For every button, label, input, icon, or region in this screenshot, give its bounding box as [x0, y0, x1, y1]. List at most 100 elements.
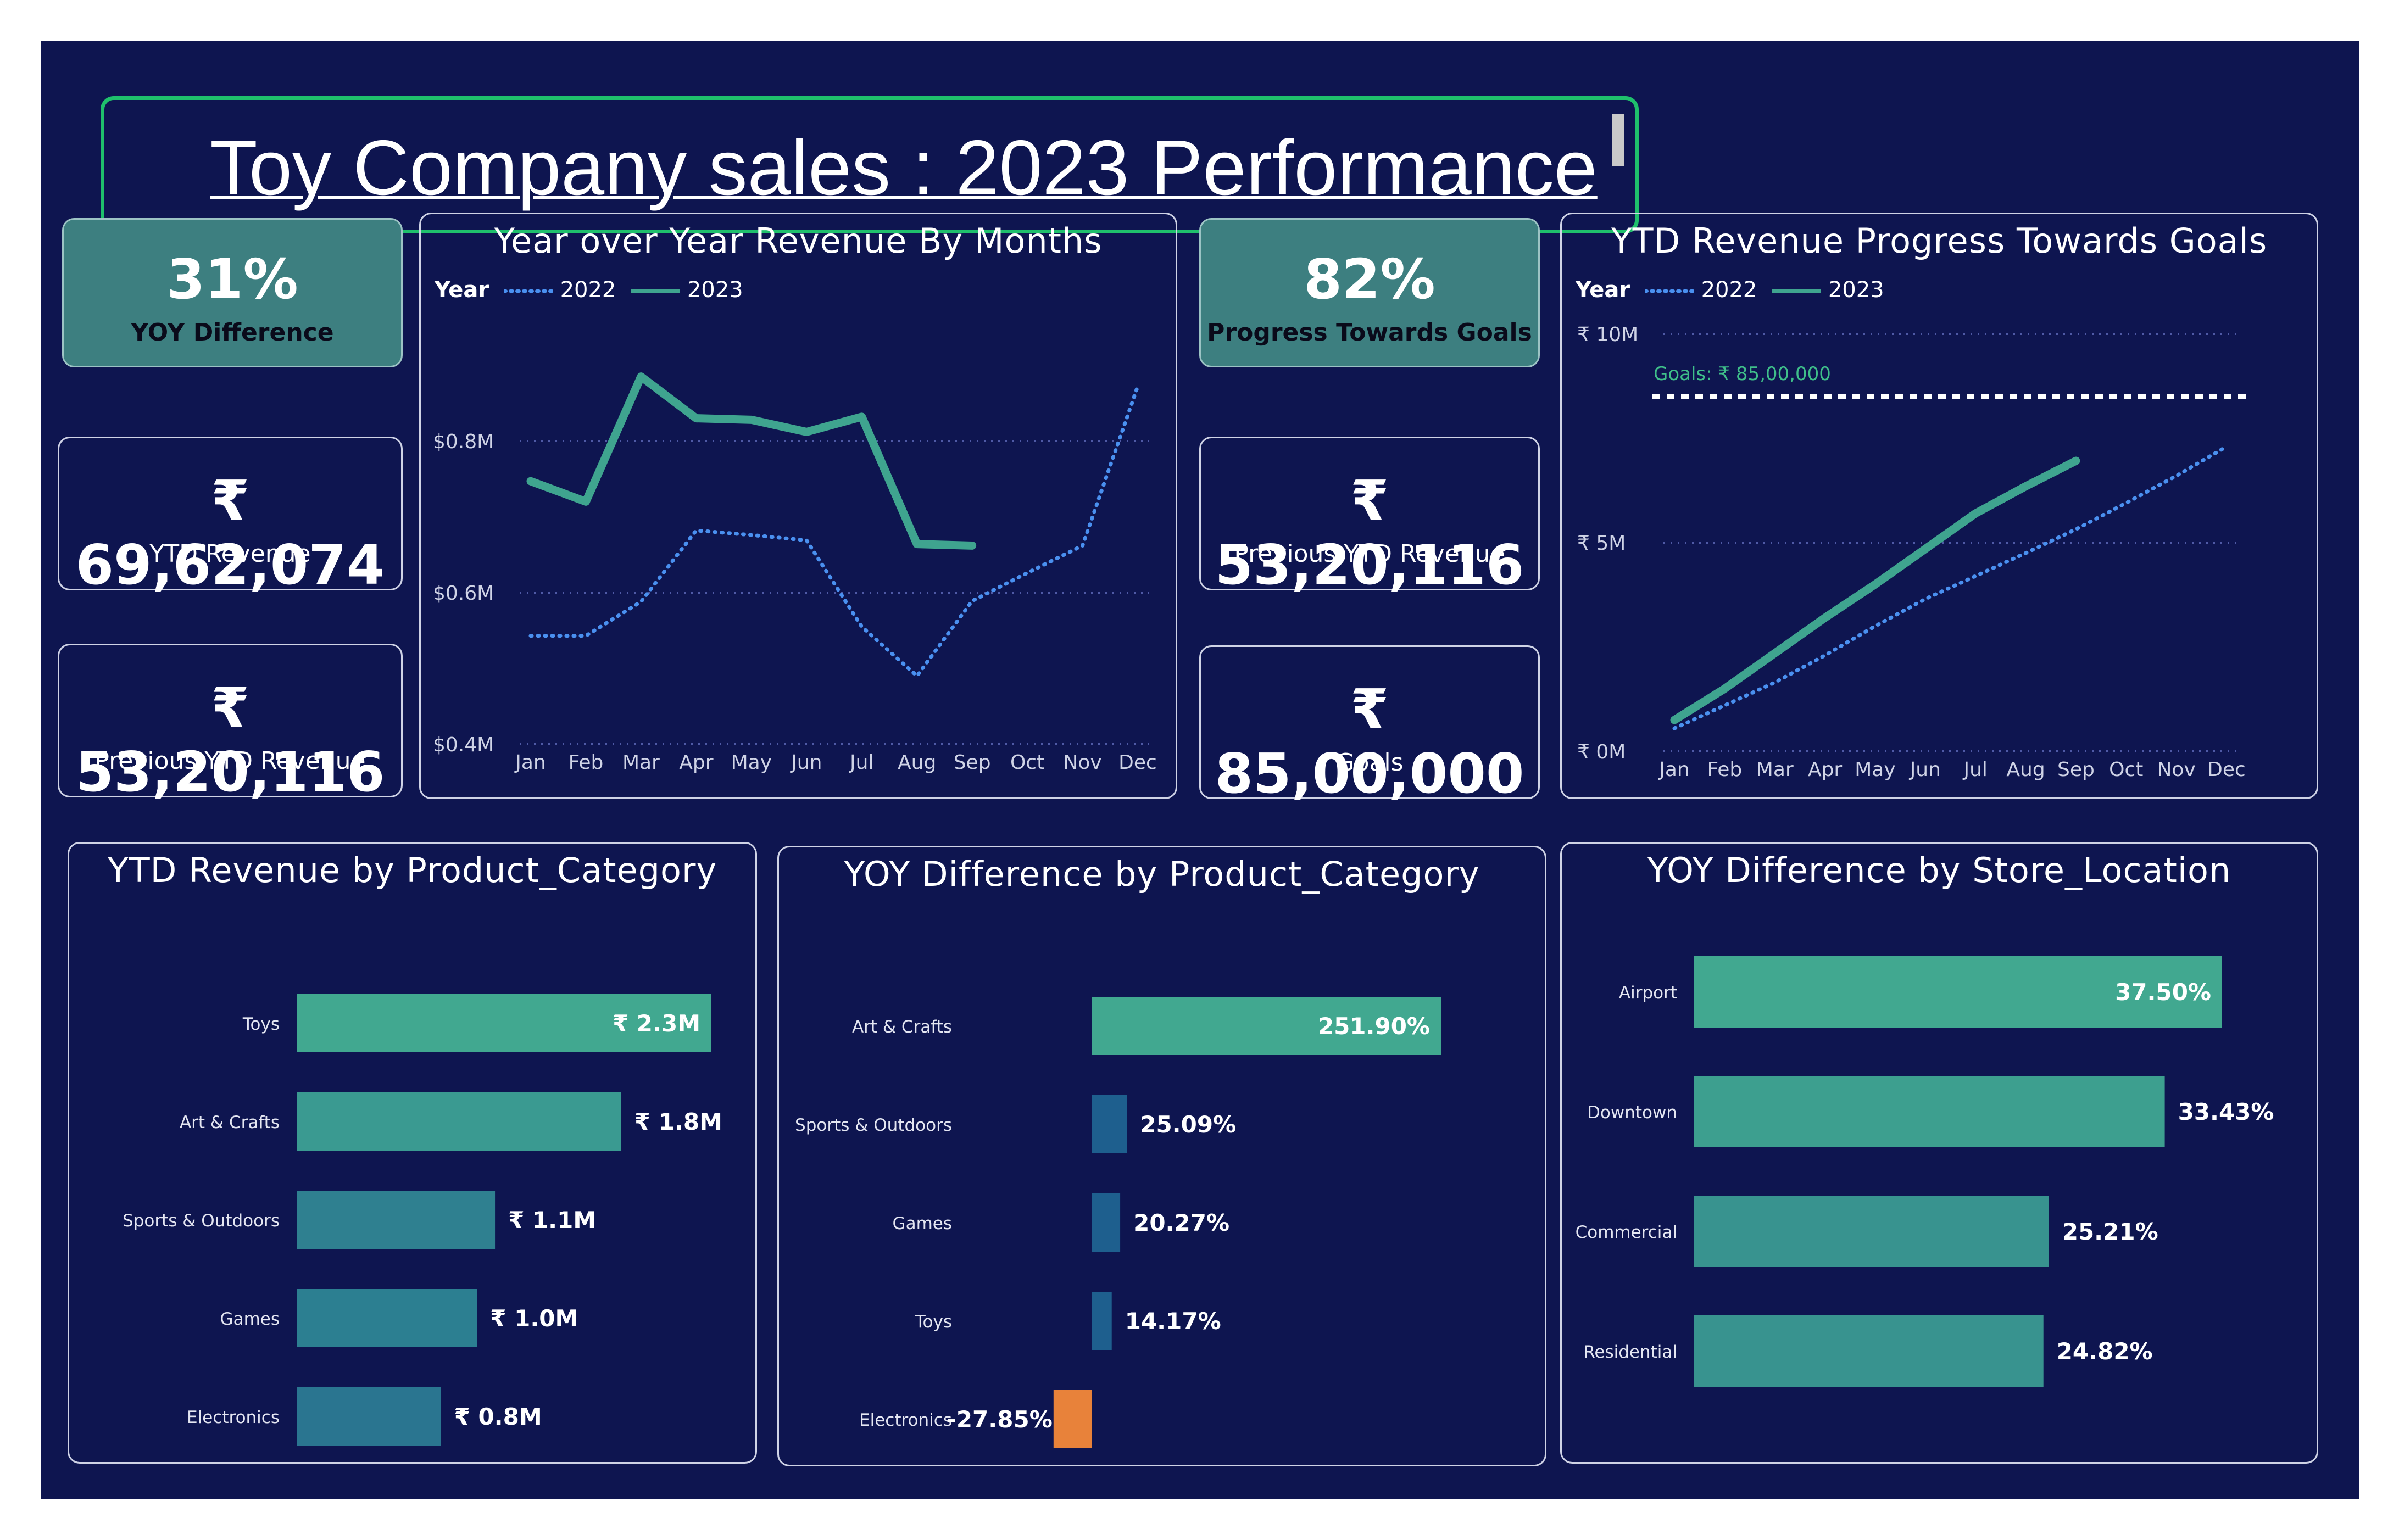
bar-residential — [1694, 1315, 2044, 1387]
bar-sports-outdoors — [297, 1191, 496, 1249]
bar-art-crafts — [297, 1092, 621, 1151]
ytd-progress-title: YTD Revenue Progress Towards Goals — [1611, 221, 2268, 261]
x-tick-label: Oct — [1010, 751, 1044, 774]
x-tick-label: Apr — [679, 751, 713, 774]
bar-games — [1092, 1193, 1121, 1252]
legend-label-2023: 2023 — [1828, 277, 1884, 303]
title-tab-marker — [1612, 114, 1624, 166]
yoy-revenue-by-months-card[interactable]: Year over Year Revenue By Months Year 20… — [419, 213, 1177, 799]
yoy-difference-by-store-title: YOY Difference by Store_Location — [1647, 850, 2231, 890]
kpi-progress-towards-goals[interactable]: 82% Progress Towards Goals — [1199, 218, 1540, 367]
legend-swatch-2022 — [1643, 289, 1696, 293]
bar-toys — [1092, 1292, 1112, 1350]
legend-swatch-2022 — [502, 289, 555, 293]
bar-toys — [297, 994, 711, 1052]
data-label: ₹ 1.0M — [490, 1305, 578, 1332]
bar-sports-outdoors — [1092, 1095, 1127, 1153]
bar-games — [297, 1289, 477, 1347]
page-title: Toy Company sales : 2023 Performance — [210, 124, 1598, 211]
kpi-ytd-revenue[interactable]: ₹ 69,62,074 YTD Revenue — [58, 437, 403, 597]
ytd-revenue-by-category-title: YTD Revenue by Product_Category — [107, 850, 717, 890]
legend-swatch-2023 — [631, 289, 681, 293]
bar-downtown — [1694, 1076, 2165, 1147]
category-label: Airport — [1619, 983, 1677, 1003]
bar-airport — [1694, 956, 2222, 1028]
kpi-yoy-difference-value: 31% — [166, 247, 298, 311]
yoy-revenue-line-chart: $0.4M $0.6M $0.8M Jan Feb Mar Apr May Jun Jul Aug S… — [433, 372, 1157, 774]
yoy-difference-by-store-card[interactable]: YOY Difference by Store_Location Airport… — [1560, 842, 2318, 1464]
data-label: 251.90% — [1318, 1013, 1430, 1040]
x-tick-label: Mar — [622, 751, 660, 774]
category-label: Residential — [1583, 1342, 1677, 1362]
kpi-yoy-difference[interactable]: 31% YOY Difference — [62, 218, 403, 367]
category-label: Sports & Outdoors — [123, 1211, 280, 1231]
kpi-ytd-revenue-value: ₹ 69,62,074 — [75, 468, 385, 597]
x-tick-label: Oct — [2109, 758, 2143, 781]
x-tick-label: Aug — [898, 751, 936, 774]
y-tick-label: ₹ 5M — [1577, 532, 1626, 555]
data-label: 33.43% — [2178, 1098, 2274, 1125]
legend-title: Year — [435, 277, 489, 303]
x-tick-label: Jul — [849, 751, 873, 774]
legend-label-2022: 2022 — [560, 277, 616, 303]
x-tick-label: Sep — [954, 751, 991, 774]
ytd-revenue-by-category-card[interactable]: YTD Revenue by Product_Category Toys ₹ 2.… — [68, 842, 757, 1464]
x-tick-label: Jun — [790, 751, 822, 774]
y-tick-label: ₹ 0M — [1577, 741, 1626, 763]
kpi-goals[interactable]: ₹ 85,00,000 Goals — [1199, 645, 1540, 806]
category-label: Commercial — [1576, 1223, 1677, 1242]
kpi-previous-ytd-right-label: Previous YTD Revenue — [1234, 540, 1505, 568]
category-label: Games — [220, 1309, 280, 1329]
x-tick-label: Feb — [1707, 758, 1742, 781]
yoy-difference-by-category-bar-chart: Art & Crafts 251.90% Sports & Outdoors 25.0… — [795, 997, 1441, 1448]
kpi-previous-ytd-left[interactable]: ₹ 53,20,116 Previous YTD Revenue — [58, 644, 403, 804]
kpi-previous-ytd-left-label: Previous YTD Revenue — [94, 747, 366, 775]
x-tick-label: Apr — [1808, 758, 1842, 781]
category-label: Art & Crafts — [180, 1113, 280, 1132]
data-label: 37.50% — [2115, 979, 2211, 1006]
data-label: 14.17% — [1125, 1308, 1221, 1335]
dashboard-canvas: Toy Company sales : 2023 Performance 31%… — [41, 41, 2359, 1499]
category-label: Downtown — [1587, 1103, 1677, 1123]
series-line-2023 — [1670, 456, 2080, 724]
data-label: 24.82% — [2057, 1338, 2153, 1365]
kpi-progress-label: Progress Towards Goals — [1207, 319, 1532, 347]
title-box: Toy Company sales : 2023 Performance — [101, 96, 1639, 233]
kpi-goals-label: Goals — [1335, 749, 1404, 777]
data-label: ₹ 1.1M — [508, 1207, 596, 1234]
yoy-difference-by-category-card[interactable]: YOY Difference by Product_Category Art &… — [777, 846, 1546, 1466]
data-label: 20.27% — [1133, 1209, 1229, 1236]
category-label: Art & Crafts — [852, 1017, 952, 1037]
ytd-progress-legend: Year 2022 2023 — [1576, 277, 1884, 303]
yoy-months-legend: Year 2022 2023 — [435, 277, 743, 303]
kpi-ytd-revenue-label: YTD Revenue — [149, 540, 311, 568]
kpi-previous-ytd-left-value: ₹ 53,20,116 — [75, 676, 385, 804]
bar-commercial — [1694, 1196, 2049, 1267]
x-tick-label: Nov — [2157, 758, 2196, 781]
data-label: -27.85% — [947, 1406, 1052, 1433]
category-label: Sports & Outdoors — [795, 1115, 952, 1135]
kpi-goals-value: ₹ 85,00,000 — [1215, 677, 1524, 806]
kpi-previous-ytd-right[interactable]: ₹ 53,20,116 Previous YTD Revenue — [1199, 437, 1540, 597]
x-tick-label: Aug — [2006, 758, 2045, 781]
series-line-2022 — [1672, 444, 2229, 730]
category-label: Electronics — [859, 1410, 952, 1430]
data-label: ₹ 0.8M — [454, 1403, 542, 1430]
category-label: Games — [893, 1214, 952, 1234]
x-tick-label: Jun — [1909, 758, 1941, 781]
x-tick-label: Sep — [2057, 758, 2095, 781]
kpi-progress-value: 82% — [1304, 247, 1435, 311]
yoy-difference-by-store-bar-chart: Airport 37.50% Downtown 33.43% Commercial 25.… — [1576, 956, 2274, 1387]
ytd-progress-card[interactable]: YTD Revenue Progress Towards Goals Year … — [1560, 213, 2318, 799]
kpi-yoy-difference-label: YOY Difference — [131, 319, 334, 347]
data-label: 25.21% — [2062, 1218, 2158, 1245]
y-tick-label: ₹ 10M — [1577, 323, 1638, 346]
x-tick-label: May — [731, 751, 772, 774]
bar-art-crafts — [1092, 997, 1441, 1055]
x-tick-label: Jul — [1962, 758, 1987, 781]
x-tick-label: Dec — [2207, 758, 2246, 781]
series-line-2023 — [526, 372, 977, 550]
x-tick-label: Nov — [1063, 751, 1101, 774]
x-tick-label: Dec — [1118, 751, 1157, 774]
yoy-difference-by-category-title: YOY Difference by Product_Category — [844, 854, 1480, 894]
